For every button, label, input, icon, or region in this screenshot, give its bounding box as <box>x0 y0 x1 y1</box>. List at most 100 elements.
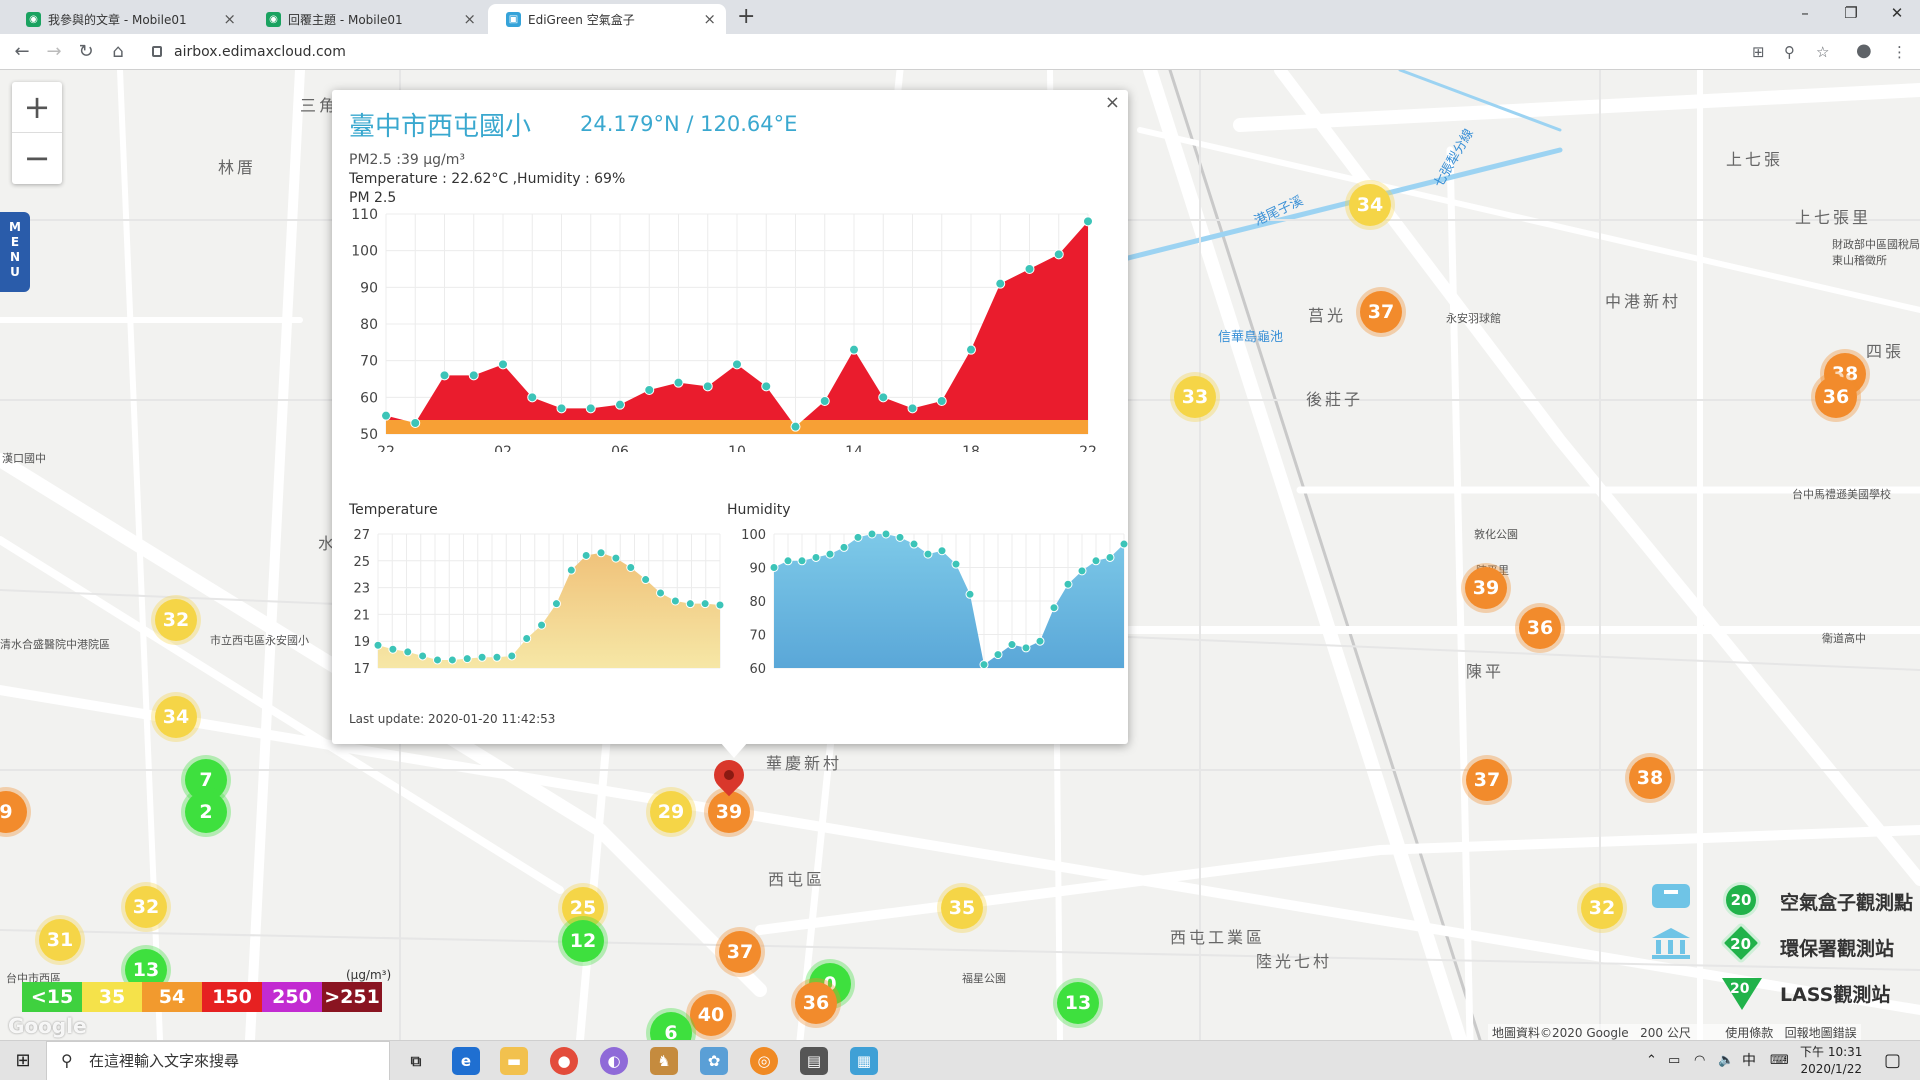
epa-badge: 20 <box>1719 921 1763 965</box>
browser-tab-3[interactable]: ▣ EdiGreen 空氣盒子 × <box>488 4 726 34</box>
station-marker[interactable]: 2 <box>185 791 227 833</box>
restore-icon[interactable]: ❐ <box>1844 4 1858 22</box>
new-tab-icon[interactable]: + <box>737 4 756 29</box>
address-bar[interactable]: airbox.edimaxcloud.com <box>140 39 1740 65</box>
taskbar-search-input[interactable]: ⚲ 在這裡輸入文字來搜尋 <box>46 1041 390 1080</box>
station-marker[interactable]: 25 <box>562 887 604 929</box>
file-explorer-icon[interactable]: ▬ <box>500 1047 528 1075</box>
legend-step: 250 <box>262 982 322 1012</box>
chrome-icon[interactable]: ● <box>550 1047 578 1075</box>
station-marker[interactable]: 7 <box>185 759 227 801</box>
data-point <box>556 403 567 414</box>
report-error-link[interactable]: 回報地圖錯誤 <box>1784 1026 1857 1040</box>
close-icon[interactable]: × <box>223 10 236 28</box>
data-point <box>477 652 487 662</box>
home-icon[interactable]: ⌂ <box>112 41 124 62</box>
data-point <box>1063 579 1073 589</box>
data-point <box>849 344 859 355</box>
station-marker[interactable]: 13 <box>1057 982 1099 1024</box>
station-info-popup: × 臺中市西屯國小 24.179°N / 120.64°E PM2.5 :39 … <box>332 90 1128 744</box>
volume-icon[interactable]: 🔈 <box>1718 1053 1735 1068</box>
station-marker[interactable]: 32 <box>125 886 167 928</box>
menu-label: MENU <box>9 220 21 279</box>
map-label: 上七張 <box>1726 150 1784 169</box>
app-icon[interactable]: ♞ <box>650 1047 678 1075</box>
profile-icon[interactable]: ● <box>1856 40 1872 61</box>
station-marker[interactable]: 33 <box>1174 376 1216 418</box>
data-point <box>410 418 421 428</box>
station-marker-selected[interactable]: 39 <box>708 791 750 833</box>
station-marker[interactable]: 32 <box>1581 887 1623 929</box>
windows-start-icon[interactable]: ⊞ <box>15 1050 31 1071</box>
station-marker[interactable]: 36 <box>795 982 837 1024</box>
data-point <box>673 377 684 388</box>
station-marker[interactable]: 35 <box>941 887 983 929</box>
station-marker[interactable]: 29 <box>650 791 692 833</box>
station-marker[interactable]: 6 <box>650 1012 692 1040</box>
station-marker[interactable]: 40 <box>690 994 732 1036</box>
data-point <box>769 563 779 572</box>
data-point <box>581 550 591 560</box>
browser-tab-title: EdiGreen 空氣盒子 <box>528 12 635 27</box>
close-icon[interactable]: × <box>703 10 716 28</box>
station-marker[interactable]: 37 <box>719 931 761 973</box>
data-point <box>811 552 821 562</box>
wifi-icon[interactable]: ◠ <box>1694 1053 1706 1068</box>
notification-icon[interactable]: ▢ <box>1884 1050 1902 1071</box>
close-icon[interactable]: × <box>463 10 476 28</box>
bookmark-star-icon[interactable]: ☆ <box>1816 43 1830 61</box>
station-marker[interactable]: 37 <box>1466 759 1508 801</box>
zoom-out-button[interactable]: − <box>23 139 51 177</box>
station-marker[interactable]: 38 <box>1629 757 1671 799</box>
zoom-in-button[interactable]: + <box>12 82 62 133</box>
keyboard-icon[interactable]: ⌨ <box>1770 1053 1789 1068</box>
minimize-icon[interactable]: – <box>1801 4 1809 22</box>
browser-tab-2[interactable]: ◉ 回覆主題 - Mobile01 × <box>248 4 486 34</box>
map-label: 後莊子 <box>1306 390 1364 409</box>
map-label: 信華島龜池 <box>1218 330 1284 345</box>
app-icon[interactable]: ▤ <box>800 1047 828 1075</box>
tray-chevron-icon[interactable]: ⌃ <box>1646 1053 1657 1068</box>
map-label: 上七張里 <box>1795 208 1872 227</box>
data-point <box>596 548 606 558</box>
data-point <box>432 655 442 665</box>
legend-airbox[interactable]: 20 空氣盒子觀測點 <box>1650 878 1920 924</box>
station-marker[interactable]: 34 <box>155 696 197 738</box>
data-point <box>1021 643 1031 653</box>
station-marker[interactable]: 36 <box>1519 607 1561 649</box>
forward-icon[interactable]: → <box>46 41 62 62</box>
station-marker[interactable]: 36 <box>1815 376 1857 418</box>
lass-badge: 20 <box>1722 978 1762 1010</box>
taskbar-clock[interactable]: 下午 10:31 2020/1/22 <box>1800 1044 1862 1078</box>
app-icon[interactable]: ◐ <box>600 1047 628 1075</box>
station-marker[interactable]: 12 <box>562 920 604 962</box>
battery-icon[interactable]: ▭ <box>1668 1053 1681 1068</box>
app-icon[interactable]: ▦ <box>850 1047 878 1075</box>
data-point <box>685 599 695 609</box>
zoom-icon[interactable]: ⚲ <box>1784 43 1795 61</box>
station-marker[interactable]: 37 <box>1360 291 1402 333</box>
reload-icon[interactable]: ↻ <box>78 41 94 62</box>
more-icon[interactable]: ⋮ <box>1892 43 1907 61</box>
pm25-chart-title: PM 2.5 <box>349 190 397 206</box>
station-marker[interactable]: 31 <box>39 919 81 961</box>
task-view-icon[interactable]: ⧉ <box>410 1052 422 1070</box>
back-icon[interactable]: ← <box>14 41 30 62</box>
station-marker[interactable]: 39 <box>1465 567 1507 609</box>
close-icon[interactable]: × <box>1104 92 1120 113</box>
temperature-chart-title: Temperature <box>349 502 438 518</box>
edge-icon[interactable]: e <box>452 1047 480 1075</box>
station-marker[interactable]: 32 <box>155 599 197 641</box>
y-tick-label: 80 <box>360 317 378 333</box>
legend-epa[interactable]: 20 環保署觀測站 <box>1650 921 1920 970</box>
menu-button[interactable]: MENU <box>0 212 30 292</box>
ime-indicator[interactable]: 中 <box>1742 1053 1756 1069</box>
terms-link[interactable]: 使用條款 <box>1725 1026 1774 1040</box>
app-icon[interactable]: ✿ <box>700 1047 728 1075</box>
station-marker[interactable]: 34 <box>1349 184 1391 226</box>
close-window-icon[interactable]: ✕ <box>1890 4 1904 22</box>
translate-icon[interactable]: ⊞ <box>1752 43 1765 61</box>
blender-icon[interactable]: ◎ <box>750 1047 778 1075</box>
legend-lass[interactable]: 20 LASS觀測站 <box>1650 970 1920 1016</box>
browser-tab-1[interactable]: ◉ 我參與的文章 - Mobile01 × <box>8 4 246 34</box>
